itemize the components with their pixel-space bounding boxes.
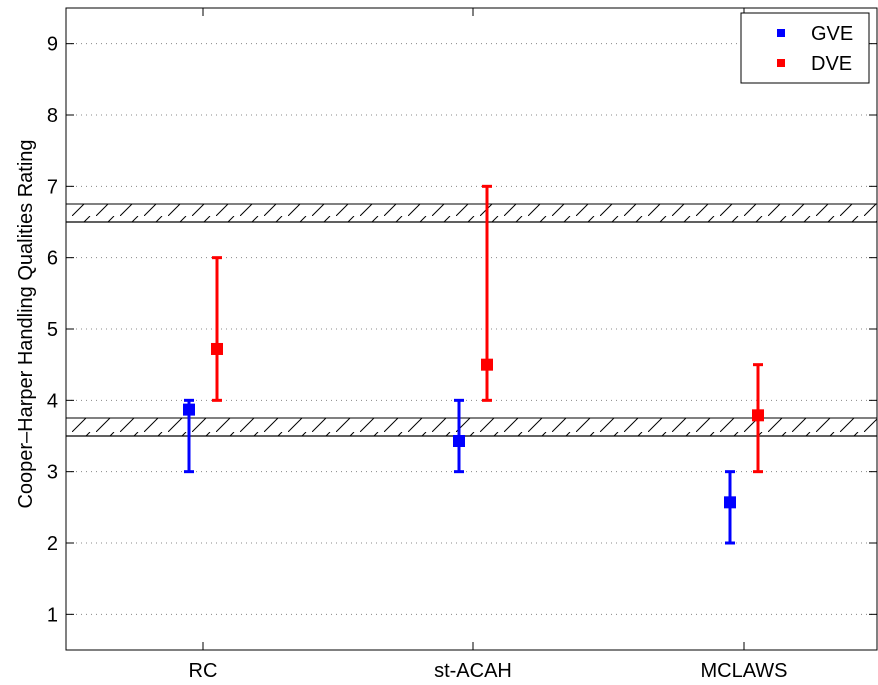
y-tick-label: 5 <box>47 319 58 341</box>
y-tick-label: 4 <box>47 390 58 412</box>
x-tick-layer: RC st-ACAH MCLAWS <box>189 8 788 682</box>
boundary-hatch <box>66 204 877 222</box>
y-axis-label: Cooper–Harper Handling Qualities Rating <box>15 139 37 508</box>
legend-marker-gve <box>777 29 785 37</box>
series-layer <box>183 184 764 545</box>
y-tick-label: 6 <box>47 248 58 270</box>
y-tick-label: 3 <box>47 462 58 484</box>
legend-label-gve: GVE <box>811 23 853 45</box>
legend-marker-dve <box>777 59 785 67</box>
data-point-gve <box>453 434 465 447</box>
x-tick-label: RC <box>189 660 218 682</box>
legend: GVE DVE <box>740 12 870 84</box>
data-point-gve <box>183 403 195 416</box>
error-bar-gve <box>183 398 195 474</box>
error-bar-dve <box>211 256 223 402</box>
y-tick-label: 9 <box>47 34 58 56</box>
x-tick-label: MCLAWS <box>700 660 787 682</box>
data-point-dve <box>752 409 764 422</box>
error-bar-gve <box>453 398 465 474</box>
boundary-layer <box>66 203 877 437</box>
y-tick-label: 7 <box>47 176 58 198</box>
y-tick-layer: 1 2 3 4 5 6 7 8 9 <box>47 34 877 626</box>
x-tick-label: st-ACAH <box>434 660 512 682</box>
data-point-dve <box>481 358 493 371</box>
data-point-gve <box>724 496 736 509</box>
y-tick-label: 1 <box>47 604 58 626</box>
error-bar-gve <box>724 470 736 545</box>
error-bar-dve <box>481 184 493 402</box>
data-point-dve <box>211 342 223 355</box>
legend-box <box>740 12 870 84</box>
y-tick-label: 2 <box>47 533 58 555</box>
grid-layer <box>66 43 877 615</box>
boundary-hatch <box>66 418 877 436</box>
error-bar-dve <box>752 363 764 474</box>
y-tick-label: 8 <box>47 105 58 127</box>
legend-label-dve: DVE <box>811 53 852 75</box>
